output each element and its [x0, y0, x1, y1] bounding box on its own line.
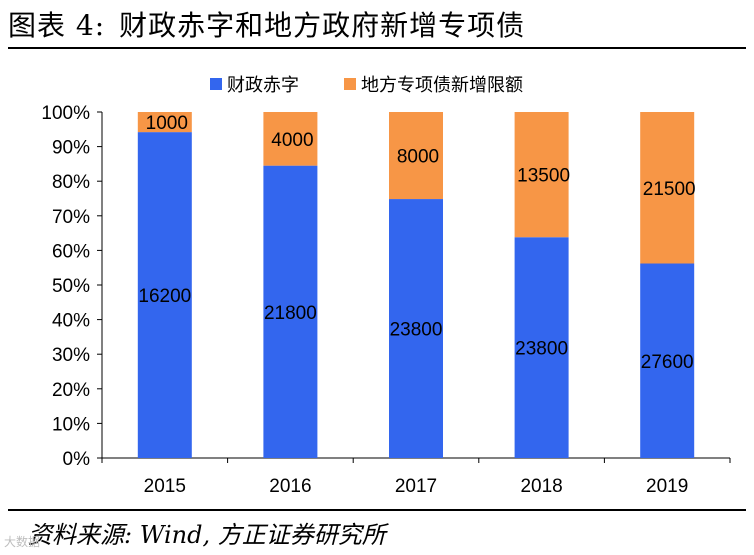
y-tick-label: 60% — [52, 241, 90, 262]
figure-title: 图表 4: 财政赤字和地方政府新增专项债 — [8, 4, 525, 44]
bar-deficit-2019 — [640, 263, 695, 458]
data-label: 1000 — [146, 113, 188, 134]
bar-special-bond-2015 — [137, 112, 192, 133]
y-tick-label: 20% — [52, 380, 90, 401]
y-tick-label: 0% — [63, 449, 91, 470]
data-label: 21800 — [264, 303, 317, 324]
watermark: 大数据 — [4, 535, 41, 549]
y-tick-label: 80% — [52, 172, 90, 193]
footer-rule — [8, 509, 746, 511]
data-label: 4000 — [271, 130, 313, 151]
x-tick-label: 2018 — [520, 476, 562, 497]
title-rule — [8, 47, 746, 49]
y-tick-label: 10% — [52, 414, 90, 435]
data-label: 8000 — [397, 147, 439, 168]
y-tick-label: 50% — [52, 276, 90, 297]
y-tick-label: 40% — [52, 311, 90, 332]
x-tick-label: 2016 — [269, 476, 311, 497]
bar-special-bond-2016 — [263, 112, 318, 166]
data-label: 23800 — [515, 339, 568, 360]
y-tick-label: 100% — [41, 103, 90, 124]
source-note: 资料来源: Wind, 方正证券研究所 — [28, 521, 386, 549]
bar-special-bond-2019 — [640, 112, 695, 264]
data-label: 13500 — [517, 166, 570, 187]
figure-title-text: 财政赤字和地方政府新增专项债 — [119, 9, 526, 42]
y-tick-label: 90% — [52, 138, 90, 159]
bar-deficit-2015 — [137, 132, 192, 458]
legend-label-2: 地方专项债新增限额 — [361, 75, 523, 96]
bar-deficit-2017 — [389, 199, 443, 459]
y-tick-label: 30% — [52, 345, 90, 366]
x-tick-label: 2015 — [144, 476, 186, 497]
legend-swatch-1 — [210, 78, 222, 90]
x-tick-label: 2019 — [646, 476, 688, 497]
bar-special-bond-2017 — [389, 112, 443, 200]
y-tick-label: 70% — [52, 207, 90, 228]
stacked-bar-chart: 0% 10% 20% 30% 40% 50% 60% 70% 80% 90% 100% 16200 10… — [41, 75, 731, 497]
x-tick-label: 2017 — [395, 476, 437, 497]
legend-swatch-2 — [344, 78, 356, 90]
data-label: 23800 — [390, 320, 443, 341]
data-label: 21500 — [643, 179, 696, 200]
data-label: 16200 — [138, 286, 191, 307]
data-label: 27600 — [641, 352, 694, 373]
bar-deficit-2018 — [514, 237, 569, 458]
bar-deficit-2016 — [263, 165, 318, 458]
bar-special-bond-2018 — [514, 112, 569, 238]
legend-label-1: 财政赤字 — [227, 75, 299, 96]
figure-label: 图表 4: — [8, 9, 106, 42]
